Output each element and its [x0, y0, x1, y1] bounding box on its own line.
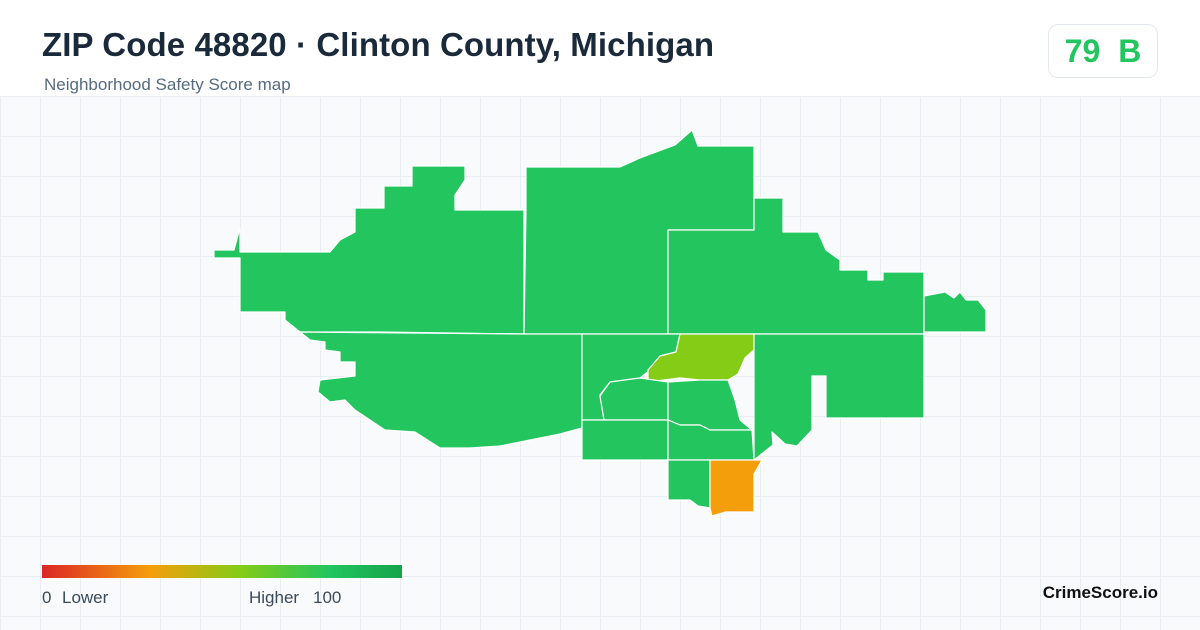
inner-west-area[interactable] [599, 377, 669, 421]
south-caution-area[interactable] [709, 459, 763, 517]
northwest-area[interactable] [213, 165, 525, 335]
score-value: 79 [1064, 32, 1101, 69]
brand-logo-text[interactable]: CrimeScore.io [1042, 583, 1158, 602]
northeast-area[interactable] [667, 197, 925, 335]
legend-min-label: Lower [62, 588, 109, 607]
south-tip-area[interactable] [667, 459, 711, 509]
legend-gradient-bar [42, 565, 402, 578]
page-title: ZIP Code 48820 · Clinton County, Michiga… [42, 26, 715, 63]
south-west-area[interactable] [581, 419, 669, 461]
legend-max-label: Higher [249, 588, 300, 607]
page-subtitle: Neighborhood Safety Score map [44, 75, 291, 94]
east-spur-area[interactable] [923, 291, 987, 333]
southwest-area[interactable] [299, 331, 583, 449]
inner-center-area[interactable] [667, 379, 753, 431]
east-central-area[interactable] [753, 333, 925, 461]
legend-max-value: 100 [313, 588, 342, 607]
score-badge: 79 B [1048, 24, 1158, 78]
legend-min-value: 0 [42, 588, 52, 607]
score-grade: B [1118, 32, 1142, 69]
